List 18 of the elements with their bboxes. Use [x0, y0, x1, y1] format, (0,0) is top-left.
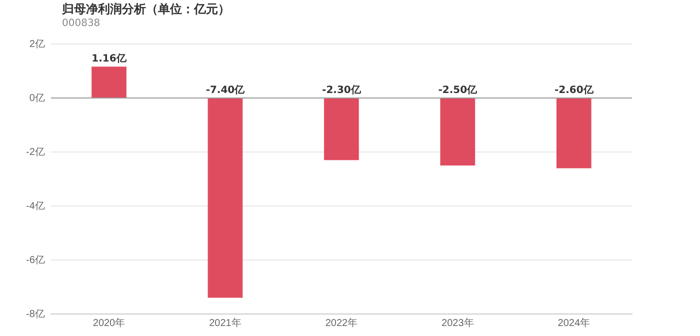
data-label: -2.60亿 [554, 84, 594, 96]
x-tick-label: 2024年 [558, 316, 590, 329]
data-label: 1.16亿 [92, 52, 128, 64]
y-tick-label: 0亿 [29, 92, 45, 104]
y-tick-label: -6亿 [26, 254, 45, 266]
y-tick-label: -4亿 [26, 200, 45, 212]
x-tick-label: 2020年 [92, 316, 126, 329]
x-tick-label: 2022年 [325, 316, 358, 329]
x-tick-label: 2023年 [442, 316, 474, 329]
y-tick-label: -2亿 [26, 146, 45, 158]
data-label: -2.50亿 [438, 84, 478, 96]
data-label: -7.40亿 [206, 84, 246, 96]
y-tick-label: 2亿 [29, 38, 45, 50]
chart-title: 归母净利润分析（单位：亿元） [62, 1, 230, 18]
y-tick-label: -8亿 [26, 308, 45, 320]
data-label: -2.30亿 [322, 84, 362, 96]
chart-subtitle: 000838 [62, 18, 100, 29]
x-tick-label: 2021年 [209, 316, 242, 329]
